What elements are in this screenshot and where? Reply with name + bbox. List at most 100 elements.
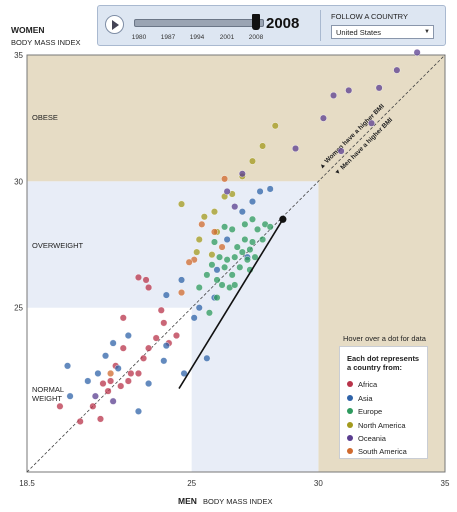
normal-label-line1: NORMAL bbox=[32, 385, 65, 394]
data-point bbox=[254, 225, 262, 233]
legend-label: North America bbox=[358, 421, 406, 430]
legend-item-asia: Asia bbox=[347, 394, 373, 403]
data-point bbox=[160, 357, 168, 365]
divider bbox=[320, 10, 321, 41]
data-point bbox=[368, 119, 376, 127]
data-point bbox=[208, 251, 216, 259]
data-point bbox=[228, 225, 236, 233]
data-point bbox=[231, 253, 239, 261]
data-point bbox=[102, 352, 110, 360]
data-point bbox=[145, 344, 153, 352]
y-tick-label: 30 bbox=[14, 177, 23, 186]
data-point bbox=[178, 200, 186, 208]
data-point bbox=[266, 223, 274, 231]
data-point bbox=[162, 342, 170, 350]
data-point bbox=[66, 392, 74, 400]
data-point bbox=[251, 253, 259, 261]
legend-swatch bbox=[347, 448, 353, 454]
data-point bbox=[223, 235, 231, 243]
data-point bbox=[134, 273, 142, 281]
data-point bbox=[145, 284, 153, 292]
play-button[interactable] bbox=[105, 15, 124, 34]
legend-swatch bbox=[347, 435, 353, 441]
data-point bbox=[256, 187, 264, 195]
legend-item-oceania: Oceania bbox=[347, 434, 386, 443]
data-point bbox=[213, 266, 221, 274]
data-point bbox=[76, 417, 84, 425]
data-point bbox=[178, 289, 186, 297]
data-point bbox=[162, 291, 170, 299]
data-point bbox=[96, 415, 104, 423]
data-point bbox=[107, 377, 115, 385]
legend-item-north-america: North America bbox=[347, 421, 406, 430]
legend-swatch bbox=[347, 381, 353, 387]
plot-frame bbox=[26, 54, 446, 473]
data-point bbox=[157, 306, 165, 314]
data-point bbox=[223, 187, 231, 195]
data-point bbox=[221, 223, 229, 231]
data-point bbox=[216, 253, 224, 261]
legend-title: Each dot represents a country from: bbox=[347, 354, 420, 372]
data-point bbox=[89, 402, 97, 410]
data-point bbox=[172, 332, 180, 340]
data-point bbox=[208, 261, 216, 269]
year-tick: 2008 bbox=[248, 34, 264, 41]
hover-hint: Hover over a dot for data bbox=[343, 334, 426, 343]
data-point bbox=[109, 339, 117, 347]
year-tick: 1994 bbox=[189, 34, 205, 41]
data-point bbox=[205, 309, 213, 317]
data-point bbox=[236, 263, 244, 271]
data-point bbox=[195, 304, 203, 312]
data-point bbox=[107, 369, 115, 377]
legend-item-south-america: South America bbox=[347, 447, 407, 456]
data-point bbox=[248, 238, 256, 246]
year-tick: 1980 bbox=[131, 34, 147, 41]
data-point bbox=[337, 147, 345, 155]
data-point bbox=[210, 208, 218, 216]
country-select[interactable]: United States ▼ bbox=[331, 25, 434, 39]
x-axis-subtitle: BODY MASS INDEX bbox=[203, 497, 273, 506]
data-point bbox=[124, 377, 132, 385]
data-point bbox=[218, 281, 226, 289]
data-point bbox=[124, 332, 132, 340]
data-point bbox=[345, 86, 353, 94]
normal-weight-label: NORMAL WEIGHT bbox=[32, 385, 64, 403]
x-axis-title: MEN bbox=[178, 496, 197, 506]
diagonal-line bbox=[26, 54, 446, 473]
data-point bbox=[119, 344, 127, 352]
normal-label-line2: WEIGHT bbox=[32, 394, 62, 403]
data-point bbox=[223, 256, 231, 264]
data-point bbox=[271, 122, 279, 130]
data-point bbox=[292, 145, 300, 153]
data-point bbox=[330, 91, 338, 99]
data-point bbox=[241, 235, 249, 243]
data-point bbox=[218, 243, 226, 251]
year-slider-handle[interactable] bbox=[252, 14, 260, 30]
data-point bbox=[99, 380, 107, 388]
legend: Each dot represents a country from: Afri… bbox=[339, 346, 428, 459]
data-point bbox=[238, 208, 246, 216]
data-point bbox=[140, 354, 148, 362]
data-point bbox=[109, 397, 117, 405]
data-point bbox=[233, 243, 241, 251]
data-point bbox=[319, 114, 327, 122]
data-point bbox=[114, 364, 122, 372]
legend-label: Europe bbox=[358, 407, 383, 416]
year-slider-track[interactable] bbox=[134, 19, 264, 27]
data-point bbox=[152, 334, 160, 342]
year-tick: 1987 bbox=[160, 34, 176, 41]
data-point bbox=[210, 228, 218, 236]
data-point bbox=[91, 392, 99, 400]
data-point bbox=[178, 276, 186, 284]
data-point bbox=[241, 220, 249, 228]
legend-label: Oceania bbox=[358, 434, 386, 443]
x-tick-label: 25 bbox=[187, 479, 196, 488]
overweight-label: OVERWEIGHT bbox=[32, 241, 84, 250]
x-tick-label: 18.5 bbox=[19, 479, 35, 488]
data-point bbox=[213, 294, 221, 302]
legend-label: Africa bbox=[358, 380, 378, 389]
data-point bbox=[238, 170, 246, 178]
current-year: 2008 bbox=[266, 15, 300, 32]
data-point bbox=[231, 203, 239, 211]
